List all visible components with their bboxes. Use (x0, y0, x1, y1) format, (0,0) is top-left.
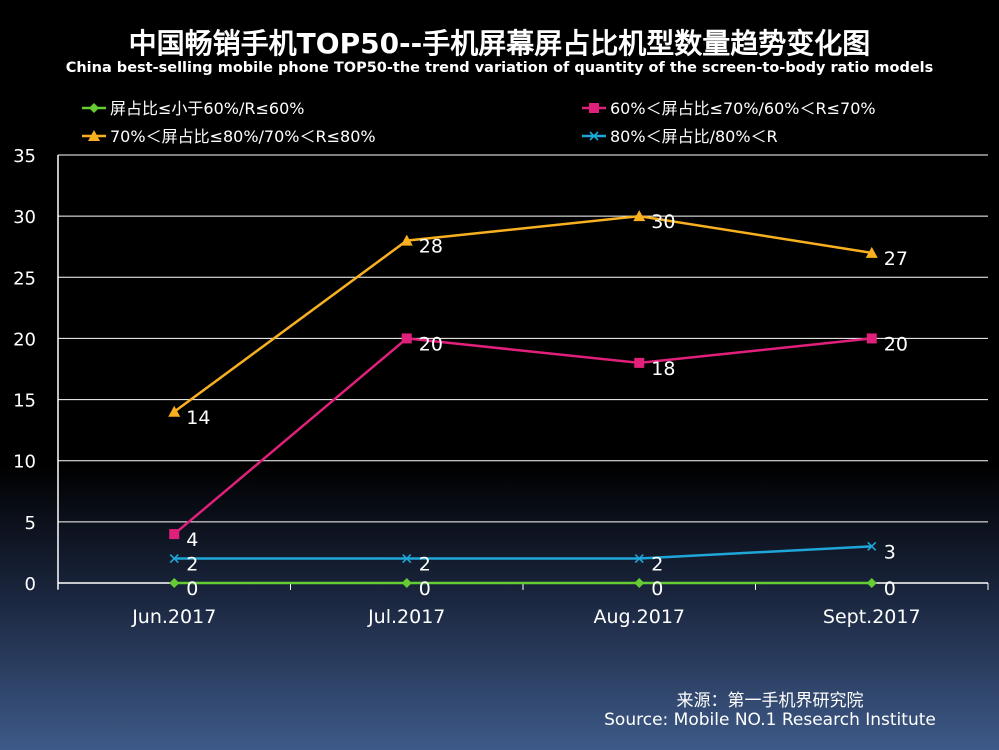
legend-marker (88, 130, 100, 141)
data-label: 2 (186, 554, 198, 576)
data-label: 0 (651, 578, 663, 600)
x-category-label: Aug.2017 (594, 606, 686, 628)
source-english: Source: Mobile NO.1 Research Institute (604, 710, 936, 730)
data-label: 0 (419, 578, 431, 600)
legend-label: 60%＜屏占比≤70%/60%＜R≤70% (610, 99, 876, 118)
y-tick-label: 15 (13, 391, 36, 412)
data-label: 14 (186, 407, 210, 429)
data-point (168, 405, 181, 417)
data-label: 20 (419, 333, 443, 355)
data-label: 0 (186, 578, 198, 600)
data-point (400, 234, 413, 246)
data-point (633, 210, 646, 222)
y-tick-label: 30 (13, 207, 36, 228)
series-line (174, 545, 872, 560)
data-label: 2 (651, 554, 663, 576)
data-point (169, 553, 179, 564)
data-point (169, 578, 180, 588)
data-point (401, 333, 412, 344)
y-tick-label: 25 (13, 268, 36, 289)
chart-title: 中国畅销手机TOP50--手机屏幕屏占比机型数量趋势变化图 (128, 27, 871, 60)
x-category-label: Jul.2017 (367, 606, 445, 628)
data-point (402, 553, 412, 564)
chart-subtitle: China best-selling mobile phone TOP50-th… (65, 60, 934, 76)
data-label: 2 (419, 554, 431, 576)
y-tick-label: 35 (13, 146, 36, 167)
x-category-label: Sept.2017 (823, 606, 921, 628)
data-point (401, 578, 412, 588)
y-tick-label: 10 (13, 452, 36, 473)
y-tick-label: 0 (25, 574, 36, 595)
legend-label: 80%＜屏占比/80%＜R (610, 127, 778, 146)
source-chinese: 来源：第一手机界研究院 (676, 691, 864, 711)
legend-label: 70%＜屏占比≤80%/70%＜R≤80% (110, 127, 376, 146)
data-label: 3 (884, 541, 896, 563)
data-point (634, 553, 644, 564)
legend-marker (89, 103, 99, 113)
data-point (866, 578, 877, 588)
data-point (169, 529, 180, 540)
legend-label: 屏占比≤小于60%/R≤60% (110, 99, 304, 118)
series-line (173, 214, 872, 413)
data-label: 30 (651, 211, 675, 233)
data-point (865, 246, 878, 258)
y-tick-label: 20 (13, 329, 36, 350)
data-label: 28 (419, 236, 443, 258)
data-point (634, 578, 645, 588)
legend-marker (589, 103, 599, 113)
data-point (866, 333, 877, 344)
data-label: 4 (186, 529, 198, 551)
series-line (173, 337, 872, 536)
data-label: 0 (884, 578, 896, 600)
data-label: 18 (651, 358, 675, 380)
x-category-label: Jun.2017 (131, 606, 216, 628)
data-point (867, 541, 877, 551)
legend-marker (589, 131, 599, 141)
data-label: 20 (884, 333, 908, 355)
data-label: 27 (884, 248, 908, 270)
y-tick-label: 5 (25, 513, 36, 534)
data-point (634, 357, 645, 368)
